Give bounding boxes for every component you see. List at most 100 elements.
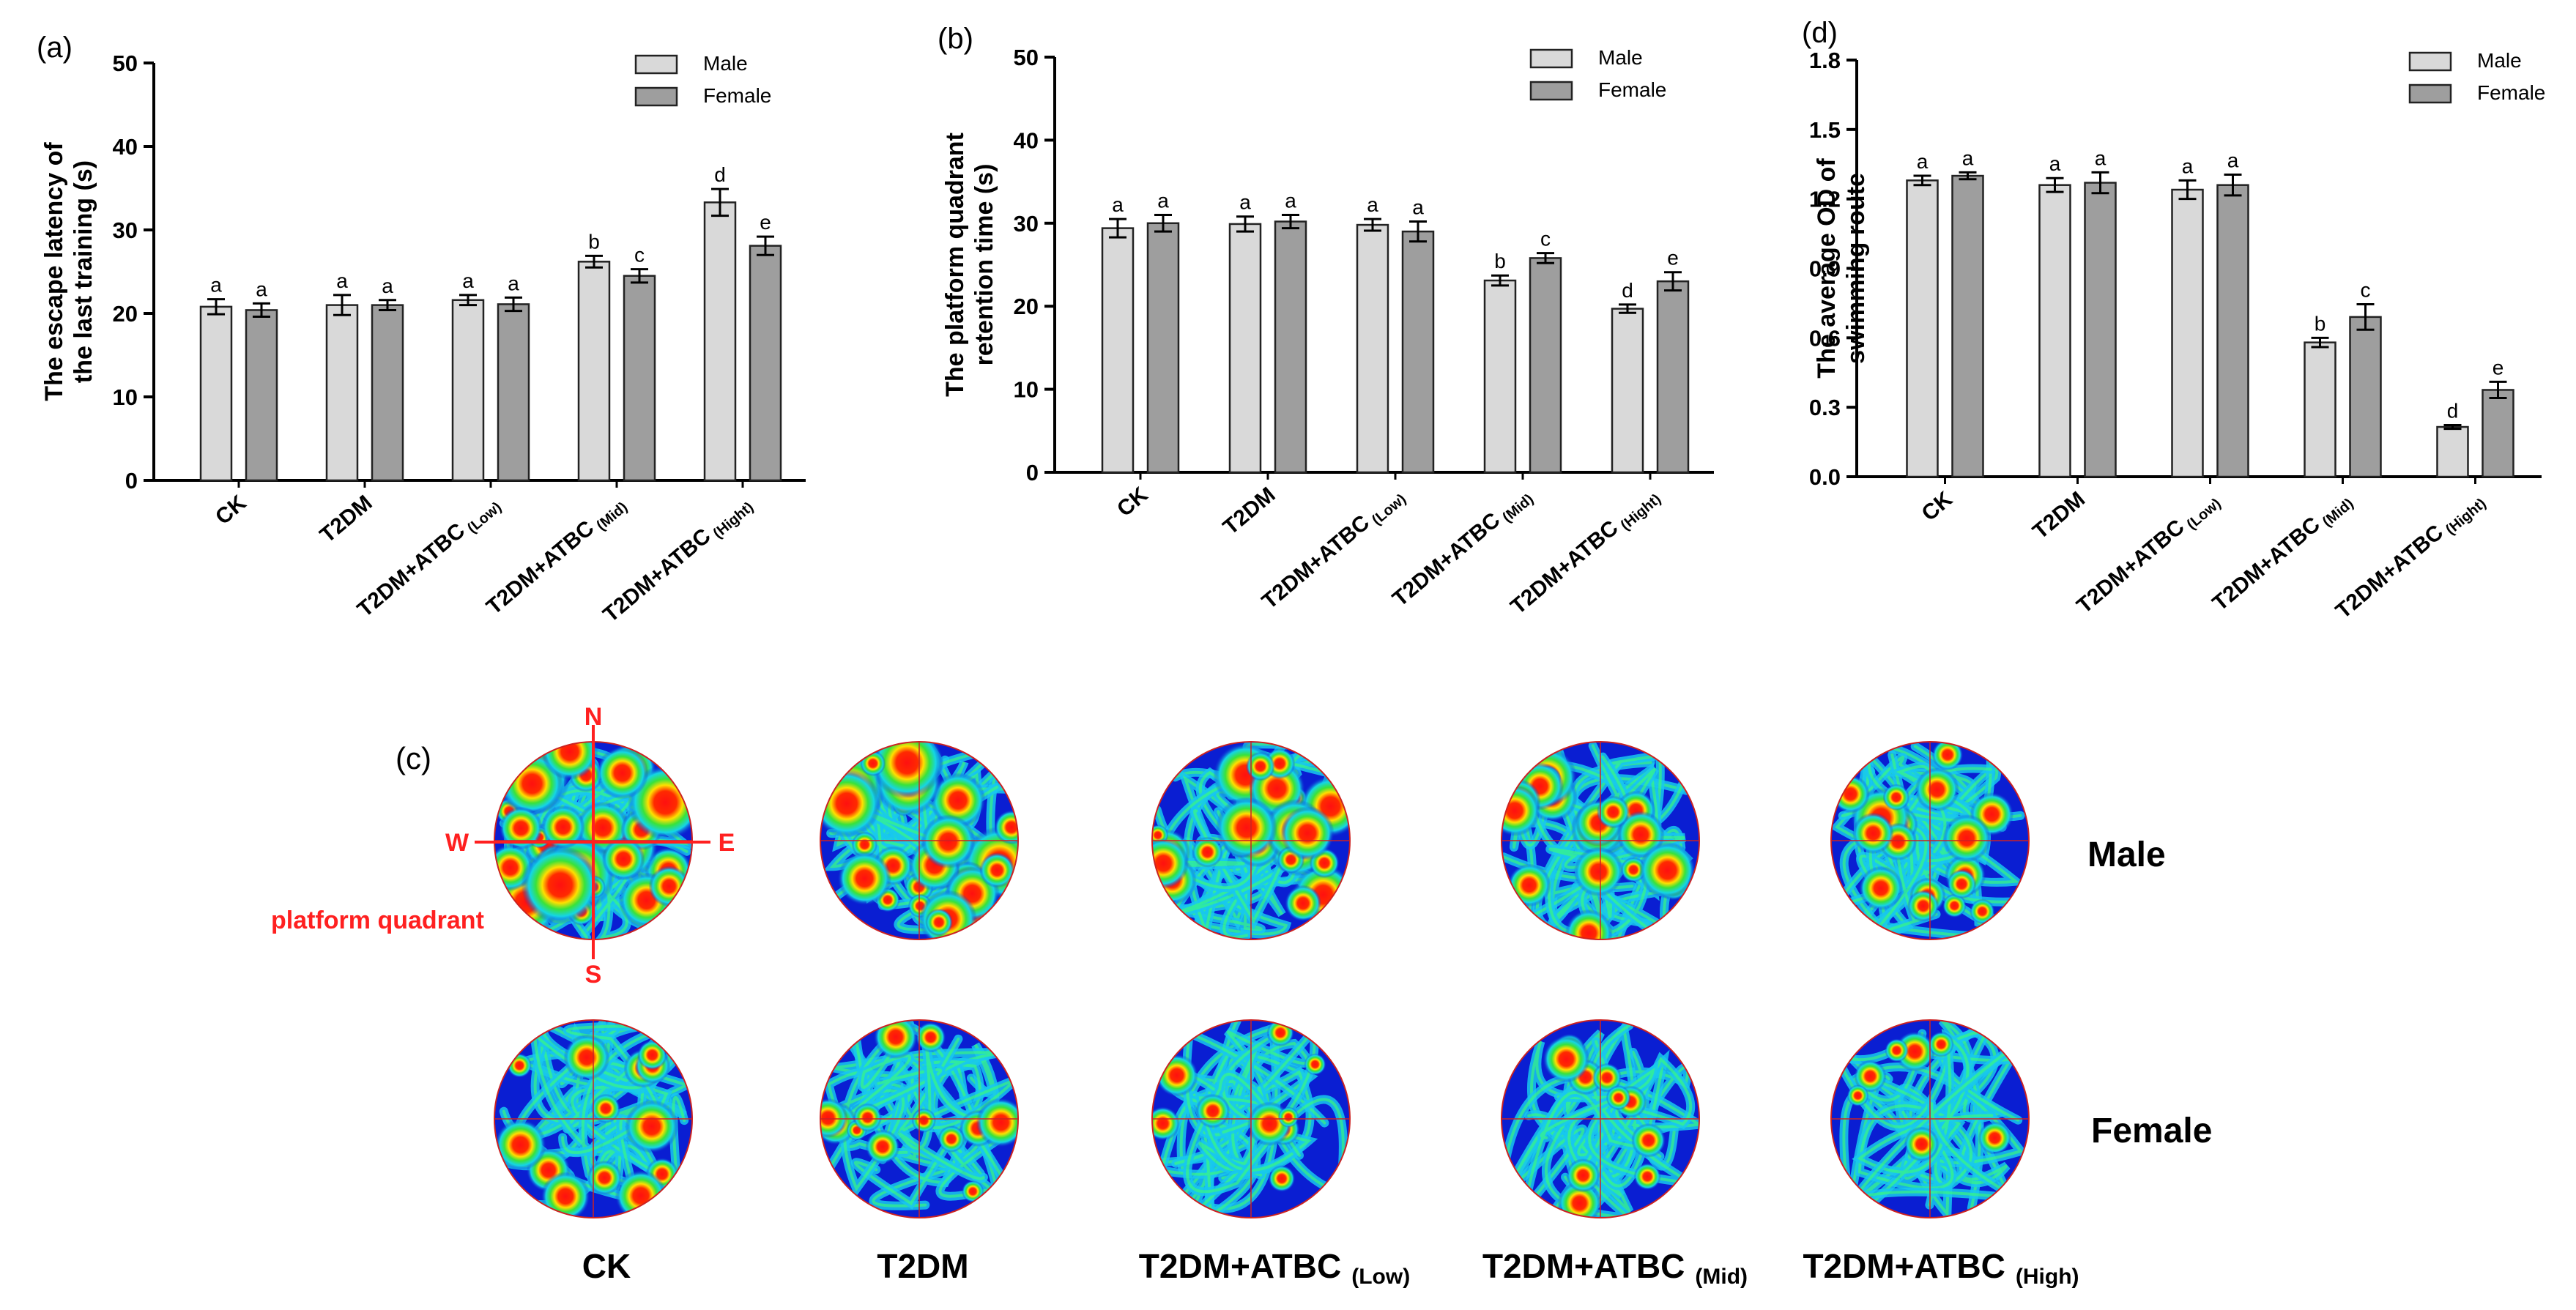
density-spot xyxy=(637,1040,668,1071)
y-tick-label: 40 xyxy=(113,134,138,160)
significance-letter: a xyxy=(1157,189,1169,212)
density-spot xyxy=(1631,1123,1666,1158)
density-spot xyxy=(1280,806,1335,860)
significance-letter: b xyxy=(1494,250,1506,272)
y-tick-label: 0.9 xyxy=(1809,256,1841,282)
density-spot xyxy=(1266,1020,1294,1046)
track-map xyxy=(1830,741,2030,940)
swim-track-maps: (c) Male Female CK T2DM T2DM+ATBC (Low) T2DM… xyxy=(271,703,2212,1289)
track-map xyxy=(1830,1019,2030,1218)
significance-letter: a xyxy=(1412,196,1424,219)
pool-edge xyxy=(1830,741,2030,940)
x-tick-label: T2DM xyxy=(1219,483,1280,540)
x-tick-label: T2DM+ATBC(Mid) xyxy=(2208,487,2356,618)
pool-edge xyxy=(1830,1019,2030,1218)
column-label: T2DM+ATBC (High) xyxy=(1803,1247,2079,1289)
density-spot xyxy=(590,1093,621,1123)
bar-female xyxy=(1529,257,1562,474)
track-map xyxy=(820,1019,1019,1218)
row-label-male: Male xyxy=(2087,836,2166,874)
density-spot xyxy=(925,908,953,937)
density-spot xyxy=(494,1119,546,1171)
significance-letter: a xyxy=(2182,155,2194,177)
bar-female xyxy=(749,245,782,482)
y-tick-label: 30 xyxy=(1014,211,1039,237)
significance-letter: d xyxy=(2447,400,2459,423)
pool-edge xyxy=(1151,1019,1351,1218)
y-tick-label: 40 xyxy=(1014,127,1039,153)
density-spot xyxy=(1543,1035,1590,1083)
bar-male xyxy=(703,201,737,482)
significance-letter: a xyxy=(256,278,267,300)
density-spot xyxy=(1846,1084,1869,1107)
bar-female xyxy=(1274,220,1307,474)
y-tick-label: 0 xyxy=(125,468,138,494)
bar-male xyxy=(1483,279,1517,474)
column-label: T2DM+ATBC (Low) xyxy=(1139,1247,1410,1289)
column-label: T2DM xyxy=(877,1247,968,1285)
y-tick-label: 0.0 xyxy=(1809,464,1841,490)
track-map xyxy=(494,741,693,940)
significance-letter: a xyxy=(508,272,519,294)
x-tick-label: T2DM+ATBC(Low) xyxy=(2072,487,2224,620)
legend-swatch-female xyxy=(634,86,678,107)
density-spot xyxy=(595,746,649,800)
density-spot xyxy=(1285,885,1321,922)
density-spot xyxy=(1638,841,1696,899)
legend-label-male: Male xyxy=(2477,49,2522,72)
density-spot xyxy=(911,1108,937,1133)
density-spot xyxy=(1573,846,1624,897)
significance-letter: a xyxy=(2095,146,2107,169)
density-spot xyxy=(587,1160,622,1196)
significance-letter: b xyxy=(588,230,600,253)
x-tick-label: T2DM+ATBC(Low) xyxy=(353,491,505,624)
track-map xyxy=(820,741,1019,940)
density-spot xyxy=(541,742,598,781)
column-label: T2DM+ATBC (Mid) xyxy=(1482,1247,1748,1289)
column-labels: CK T2DM T2DM+ATBC (Low) T2DM+ATBC (Mid) T2DM+A… xyxy=(582,1247,2079,1289)
x-tick-label: T2DM+ATBC(Low) xyxy=(1258,483,1409,616)
bar-female xyxy=(1951,174,1984,478)
bar-male xyxy=(2304,341,2336,478)
density-spot xyxy=(1978,1121,2012,1155)
density-spot xyxy=(1942,814,1991,863)
density-spot xyxy=(1942,893,1967,918)
density-spot xyxy=(865,1129,900,1164)
y-axis-label: The platform quadrantretention time (s) xyxy=(941,133,998,397)
y-tick-label: 10 xyxy=(113,384,138,410)
significance-letter: e xyxy=(760,211,771,234)
pool-edge xyxy=(1501,1019,1700,1218)
bar-male xyxy=(1906,179,1939,478)
density-spot xyxy=(1507,863,1551,907)
column-label: CK xyxy=(582,1247,631,1285)
bar-male xyxy=(451,299,485,482)
compass-east: E xyxy=(719,829,735,857)
density-spot xyxy=(851,831,878,858)
significance-letter: a xyxy=(2227,149,2239,171)
x-tick-label: T2DM xyxy=(2028,487,2090,544)
density-spot xyxy=(930,773,986,828)
heatmap-grid xyxy=(494,741,2030,1218)
pool-edge xyxy=(494,1019,693,1218)
density-spot xyxy=(625,1099,679,1153)
density-spot xyxy=(648,866,690,907)
density-spot xyxy=(1931,742,1964,771)
density-spot xyxy=(921,814,976,869)
legend-swatch-male xyxy=(1529,48,1573,69)
y-tick-label: 10 xyxy=(1014,377,1039,403)
density-spot xyxy=(1970,898,1995,924)
compass-north: N xyxy=(584,703,603,731)
significance-letter: d xyxy=(1622,279,1633,302)
density-spot xyxy=(915,1021,946,1053)
density-spot xyxy=(873,1020,918,1060)
legend-label-female: Female xyxy=(703,84,771,107)
significance-letter: e xyxy=(1667,247,1679,269)
significance-letter: a xyxy=(1367,193,1378,216)
legend-swatch-female xyxy=(2408,83,2452,104)
density-spot xyxy=(1195,1093,1231,1128)
y-tick-label: 1.8 xyxy=(1809,48,1841,73)
track-map xyxy=(494,1019,693,1218)
bar-female xyxy=(2216,184,2249,478)
significance-letter: a xyxy=(336,269,348,292)
x-tick-label: CK xyxy=(211,491,251,529)
